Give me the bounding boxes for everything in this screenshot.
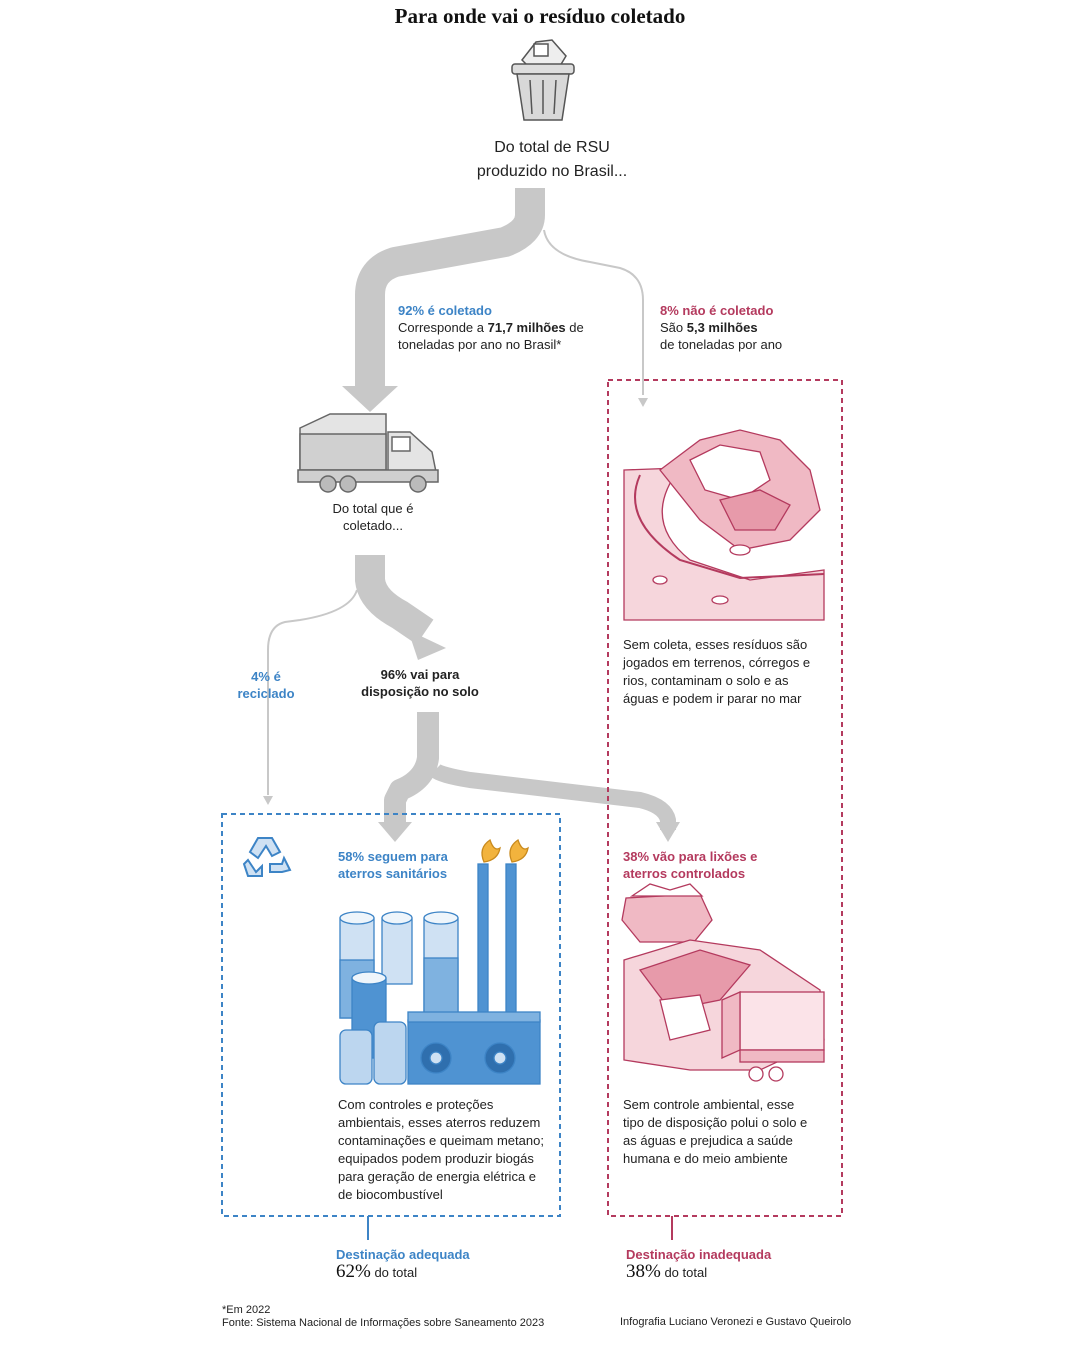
truck-label: Do total que é coletado... — [332, 501, 414, 533]
dumps-illustration — [621, 883, 825, 1082]
flow-main-collected — [355, 188, 545, 388]
arrowhead-not-collected — [638, 398, 648, 407]
total-label-line1: Do total de RSU — [494, 139, 610, 156]
not-collected-block: 8% não é coletado São 5,3 milhões de ton… — [660, 302, 840, 353]
collected-line2: toneladas por ano no Brasil* — [398, 337, 562, 352]
inadequate-label: Destinação inadequada — [626, 1247, 772, 1262]
collected-heading: 92% é coletado — [398, 303, 492, 318]
landfill-description: Com controles e proteções ambientais, es… — [338, 1097, 544, 1202]
dumpster-icon — [621, 893, 713, 943]
inadequate-summary: Destinação inadequada 38% do total — [626, 1246, 826, 1281]
adequate-percent: 62% — [336, 1261, 371, 1282]
adequate-box — [221, 813, 561, 1217]
arrowhead-dumps — [656, 822, 680, 842]
credit: Infografia Luciano Veronezi e Gustavo Qu… — [620, 1316, 852, 1328]
flow-not-collected — [543, 229, 644, 395]
landfill-plant-illustration — [339, 838, 541, 1085]
not-collected-line2: de toneladas por ano — [660, 337, 783, 352]
recycle-icon — [242, 837, 292, 877]
not-collected-line1: São 5,3 milhões — [660, 320, 758, 335]
total-label: Do total de RSU produzido no Brasil... — [460, 136, 644, 184]
page-title: Para onde vai o resíduo coletado — [394, 4, 686, 28]
arrow-heads — [263, 386, 680, 842]
total-label-line2: produzido no Brasil... — [476, 163, 628, 180]
dump-illustration — [623, 429, 825, 621]
flow-arrows — [267, 188, 676, 830]
not-collected-description: Sem coleta, esses resíduos são jogados e… — [623, 637, 811, 706]
trash-can-icon — [511, 39, 575, 121]
flow-dumps — [429, 763, 676, 830]
landfill-heading: 58% seguem para aterros sanitários — [338, 849, 448, 881]
adequate-summary: Destinação adequada 62% do total — [336, 1246, 536, 1281]
arrowhead-soil — [408, 630, 446, 660]
arrowhead-landfill — [378, 822, 412, 842]
collected-line1: Corresponde a 71,7 milhões de — [398, 320, 584, 335]
flow-landfill — [384, 712, 439, 828]
not-collected-heading: 8% não é coletado — [660, 303, 774, 318]
adequate-label: Destinação adequada — [336, 1247, 470, 1262]
inadequate-percent: 38% — [626, 1261, 661, 1282]
arrowhead-collected — [342, 386, 398, 412]
footnote: *Em 2022 Fonte: Sistema Nacional de Info… — [222, 1304, 545, 1329]
soil-label: 96% vai para disposição no solo — [361, 667, 479, 699]
flow-soil — [355, 555, 434, 645]
garbage-truck-icon — [297, 413, 439, 493]
flow-recycled — [267, 589, 358, 795]
arrowhead-recycled — [263, 796, 273, 805]
inadequate-box — [607, 379, 843, 1217]
recycled-label: 4% é reciclado — [237, 669, 295, 701]
collected-block: 92% é coletado Corresponde a 71,7 milhõe… — [398, 302, 608, 353]
source-note: Fonte: Sistema Nacional de Informações s… — [222, 1317, 545, 1329]
dumps-heading: 38% vão para lixões e aterros controlado… — [623, 849, 758, 881]
dumps-description: Sem controle ambiental, esse tipo de dis… — [623, 1097, 808, 1166]
